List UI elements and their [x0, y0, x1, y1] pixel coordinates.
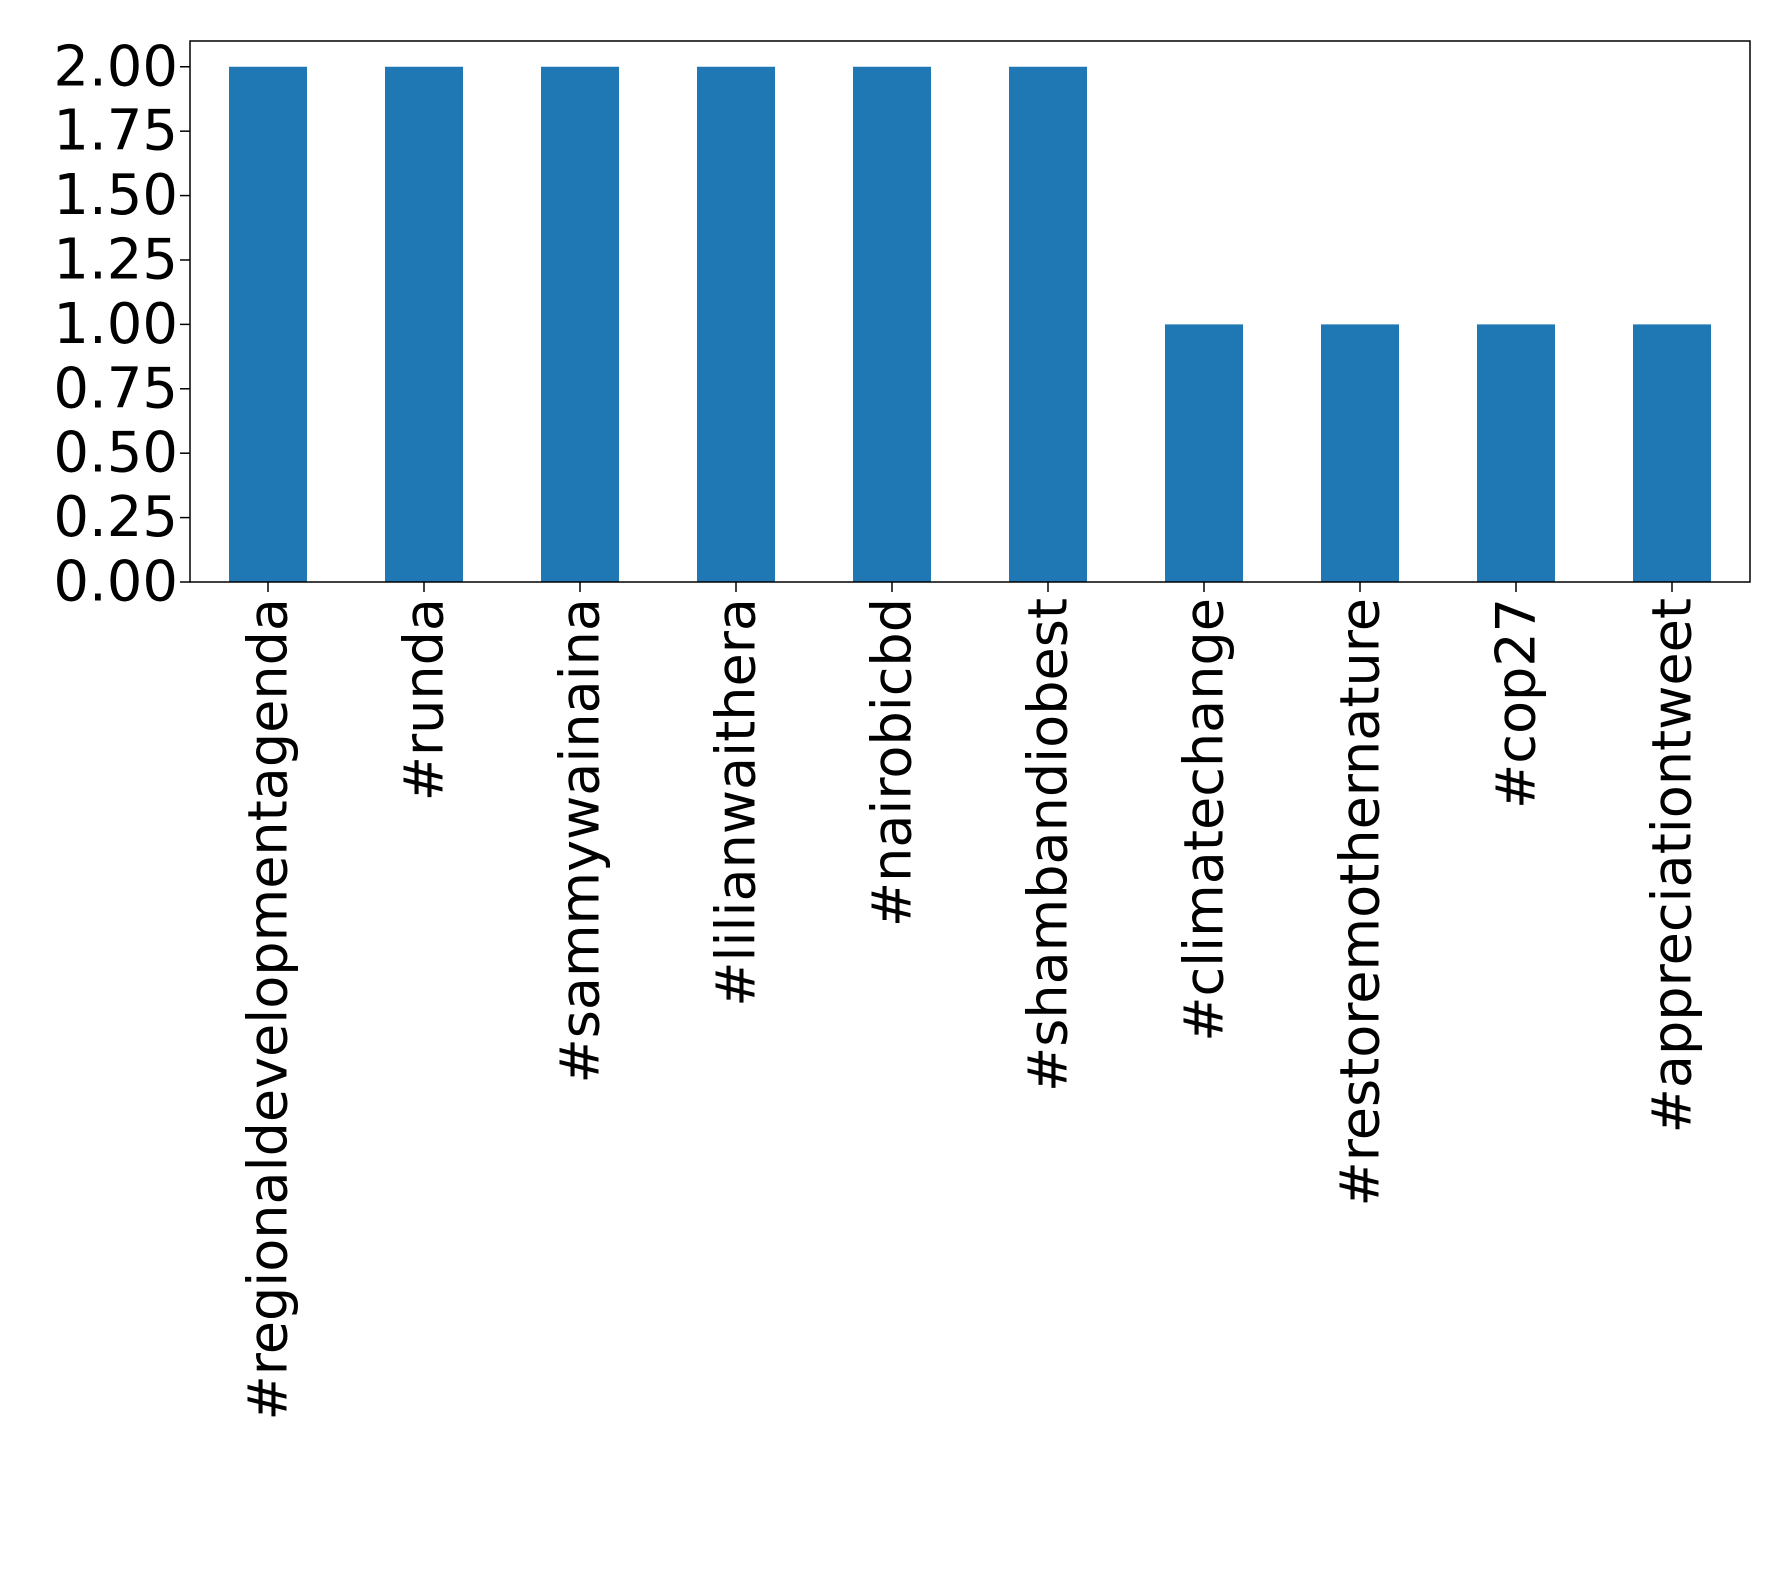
x-tick-label-appreciationtweet: #appreciationtweet: [1641, 598, 1704, 1133]
y-tick-label: 0.50: [53, 421, 178, 486]
y-tick-label: 0.00: [53, 550, 178, 615]
x-tick-label-runda: #runda: [393, 598, 456, 801]
y-tick-label: 0.25: [53, 485, 178, 550]
bar-nairobicbd: [853, 66, 931, 582]
bar-lilianwaithera: [697, 66, 775, 582]
bar-cop27: [1477, 324, 1555, 582]
y-tick-label: 2.00: [53, 34, 178, 99]
y-tick-label: 1.25: [53, 227, 178, 292]
bar-runda: [385, 66, 463, 582]
bar-regionaldevelopmentagenda: [229, 66, 307, 582]
plot-area-frame: [189, 40, 1751, 583]
x-tick-label-shambandiobest: #shambandiobest: [1017, 598, 1080, 1092]
x-tick-label-lilianwaithera: #lilianwaithera: [705, 598, 768, 1007]
y-tick-label: 0.75: [53, 356, 178, 421]
y-tick-label: 1.75: [53, 99, 178, 164]
x-axis: #regionaldevelopmentagenda #runda #sammywa…: [237, 582, 1704, 1421]
bar-climatechange: [1165, 324, 1243, 582]
x-tick-label-climatechange: #climatechange: [1173, 598, 1236, 1042]
x-tick-label-cop27: #cop27: [1485, 598, 1548, 809]
bar-restoremothernature: [1321, 324, 1399, 582]
bar-sammywainaina: [541, 66, 619, 582]
x-tick-label-regionaldevelopmentagenda: #regionaldevelopmentagenda: [237, 598, 300, 1421]
y-tick-label: 1.50: [53, 163, 178, 228]
x-tick-label-restoremothernature: #restoremothernature: [1329, 598, 1392, 1207]
x-tick-label-nairobicbd: #nairobicbd: [861, 598, 924, 927]
y-tick-label: 1.00: [53, 292, 178, 357]
bar-appreciationtweet: [1633, 324, 1711, 582]
y-axis: 0.000.250.500.751.001.251.501.752.00: [53, 34, 190, 615]
x-tick-label-sammywainaina: #sammywainaina: [549, 598, 612, 1084]
bars-layer: [229, 66, 1711, 582]
bar-shambandiobest: [1009, 66, 1087, 582]
